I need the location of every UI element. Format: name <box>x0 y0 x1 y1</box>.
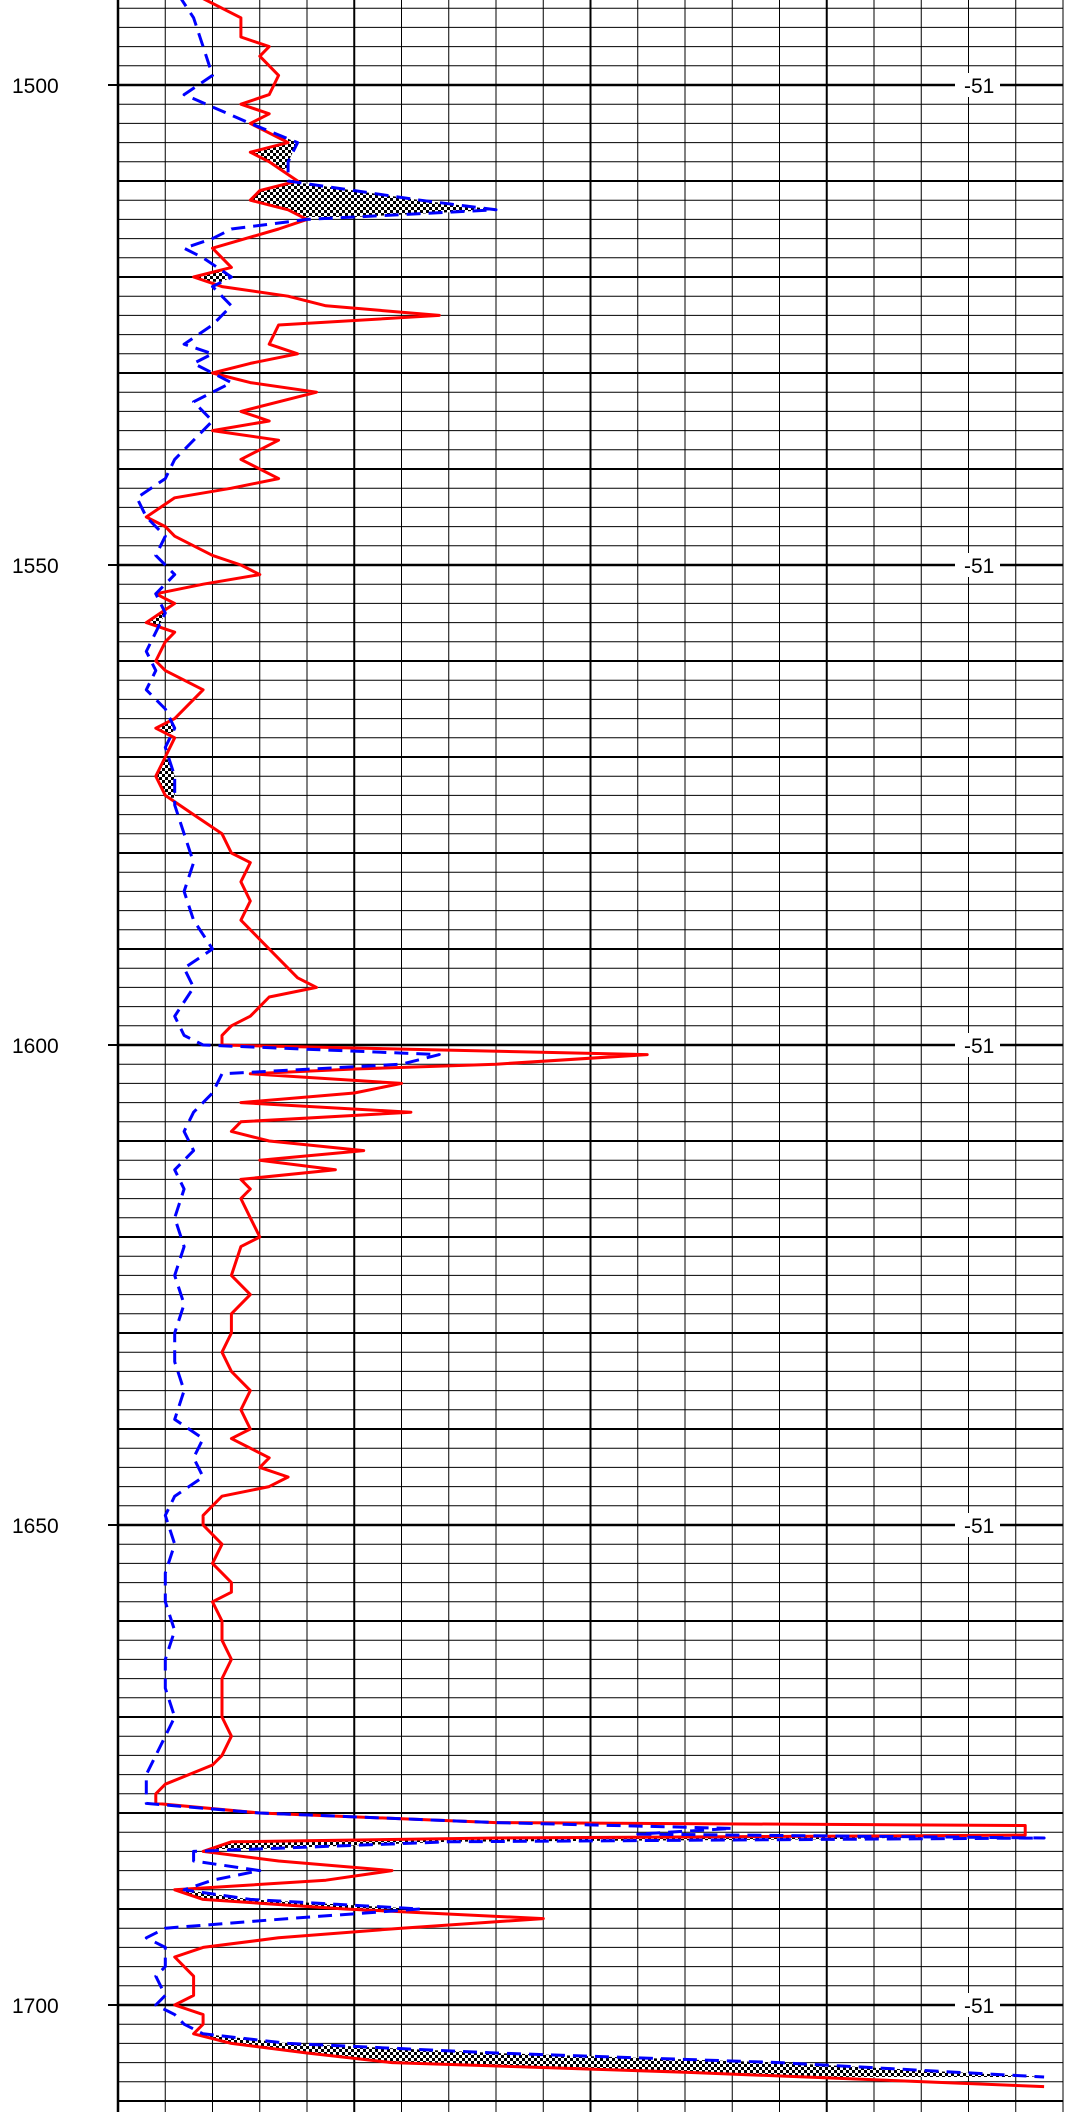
series-1-solid-curve <box>144 0 1045 2089</box>
track-marker-bg <box>958 1033 1000 1057</box>
track-marker-bg <box>958 1513 1000 1537</box>
track-marker-bg <box>958 73 1000 97</box>
track-marker-1600: -51 <box>964 1035 994 1058</box>
series-2-dashed-curve <box>135 0 1046 2079</box>
log-curves <box>135 0 1046 2089</box>
depth-label-1500: 1500 <box>12 75 59 98</box>
depth-label-1600: 1600 <box>12 1035 59 1058</box>
crossover-fills <box>146 135 1045 2077</box>
crossover-fill <box>250 183 496 217</box>
track-marker-bg <box>958 1993 1000 2017</box>
crossover-fill <box>193 2033 1045 2077</box>
depth-label-1650: 1650 <box>12 1515 59 1538</box>
depth-label-1550: 1550 <box>12 555 59 578</box>
track-markers: -51 -51 -51 -51 -51 <box>958 73 1000 2018</box>
depth-label-1700: 1700 <box>12 1995 59 2018</box>
track-marker-1700: -51 <box>964 1995 994 2018</box>
track-marker-1550: -51 <box>964 555 994 578</box>
track-marker-1500: -51 <box>964 75 994 98</box>
crossover-fill <box>146 613 166 625</box>
track-marker-bg <box>958 553 1000 577</box>
track-marker-1650: -51 <box>964 1515 994 1538</box>
major-grid <box>108 0 1063 2112</box>
depth-axis-labels: 1500 1550 1600 1650 1700 <box>12 75 59 2018</box>
